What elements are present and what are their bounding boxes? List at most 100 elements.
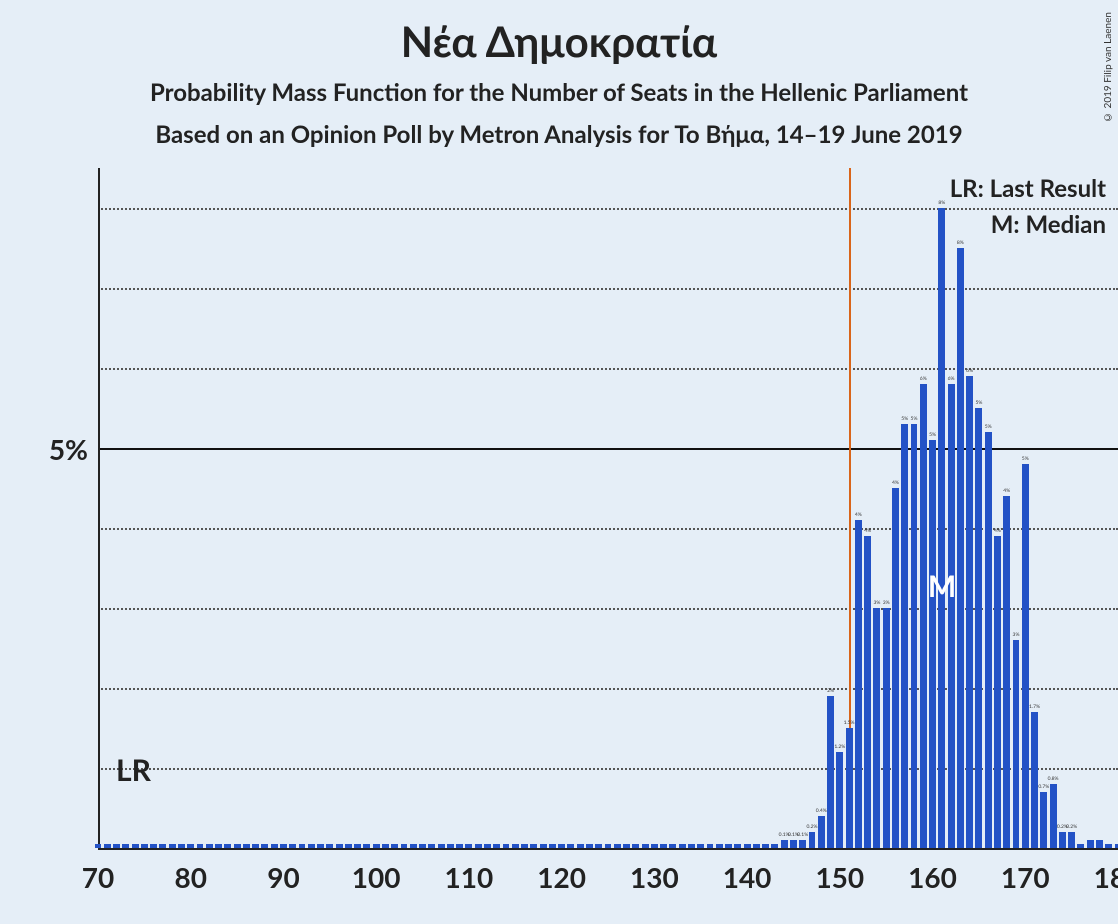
bar	[725, 844, 732, 848]
bar	[503, 844, 510, 848]
bar	[234, 844, 241, 848]
bar-value-label: 4%	[892, 480, 899, 486]
bar	[790, 840, 797, 848]
bar	[438, 844, 445, 848]
bar	[1050, 784, 1057, 848]
grid-line	[98, 288, 1118, 290]
bar	[558, 844, 565, 848]
bar	[651, 844, 658, 848]
copyright-text: © 2019 Filip van Laenen	[1102, 12, 1114, 123]
bar	[159, 844, 166, 848]
bar	[1105, 844, 1112, 848]
bar	[484, 844, 491, 848]
bar-value-label: 1.2%	[834, 744, 845, 750]
bar	[169, 844, 176, 848]
bar	[271, 844, 278, 848]
bar	[336, 844, 343, 848]
bar	[818, 816, 825, 848]
bar	[206, 844, 213, 848]
bar	[521, 844, 528, 848]
bar	[187, 844, 194, 848]
bar	[252, 844, 259, 848]
bar	[363, 844, 370, 848]
grid-line	[98, 208, 1118, 210]
plot-area: 0.1%0.1%0.1%0.2%0.4%2%1.2%1.5%4%4%3%3%4%…	[98, 168, 1118, 848]
x-tick-label: 150	[810, 860, 870, 894]
bar	[1059, 832, 1066, 848]
bar	[1096, 840, 1103, 848]
bar	[966, 376, 973, 848]
bar	[410, 844, 417, 848]
grid-line	[98, 688, 1118, 690]
bar	[178, 844, 185, 848]
bar	[540, 844, 547, 848]
bar-value-label: 4%	[994, 528, 1001, 534]
bar	[391, 844, 398, 848]
bar	[660, 844, 667, 848]
bar-value-label: 3%	[883, 600, 890, 606]
x-tick-label: 100	[346, 860, 406, 894]
bar	[122, 844, 129, 848]
bar	[382, 844, 389, 848]
x-tick-label: 80	[161, 860, 221, 894]
bar-value-label: 0.4%	[816, 808, 827, 814]
x-tick-label: 90	[253, 860, 313, 894]
bar	[623, 844, 630, 848]
bar	[1040, 792, 1047, 848]
bar	[975, 408, 982, 848]
bar	[215, 844, 222, 848]
bar-value-label: 0.1%	[797, 832, 808, 838]
bar	[345, 844, 352, 848]
bar	[428, 844, 435, 848]
bar	[883, 608, 890, 848]
bar	[836, 752, 843, 848]
bar	[401, 844, 408, 848]
bar-value-label: 8%	[938, 200, 945, 206]
bar-value-label: 6%	[920, 376, 927, 382]
bar-value-label: 5%	[911, 416, 918, 422]
bar	[938, 208, 945, 848]
bar	[929, 440, 936, 848]
bar	[104, 844, 111, 848]
bar	[827, 696, 834, 848]
median-label: M	[928, 568, 956, 604]
bar	[577, 844, 584, 848]
bar	[994, 536, 1001, 848]
legend-last-result: LR: Last Result	[950, 174, 1106, 203]
grid-line	[98, 608, 1118, 610]
bar	[762, 844, 769, 848]
bar	[920, 384, 927, 848]
bar	[567, 844, 574, 848]
bar	[1031, 712, 1038, 848]
bar	[326, 844, 333, 848]
bar	[614, 844, 621, 848]
bar-value-label: 1.5%	[844, 720, 855, 726]
bar-value-label: 5%	[985, 424, 992, 430]
bar	[1003, 496, 1010, 848]
bar	[530, 844, 537, 848]
bar	[1087, 840, 1094, 848]
bar-value-label: 5%	[1022, 456, 1029, 462]
bar-value-label: 6%	[948, 376, 955, 382]
bar	[1022, 464, 1029, 848]
bar	[354, 844, 361, 848]
bar-value-label: 2%	[827, 688, 834, 694]
bar	[697, 844, 704, 848]
chart-subtitle-2: Based on an Opinion Poll by Metron Analy…	[0, 120, 1118, 149]
bar	[864, 536, 871, 848]
bar-value-label: 4%	[864, 528, 871, 534]
bar	[809, 832, 816, 848]
chart-container: Νέα Δημοκρατία Probability Mass Function…	[0, 0, 1118, 924]
bar	[132, 844, 139, 848]
bar	[595, 844, 602, 848]
bar	[224, 844, 231, 848]
chart-title: Νέα Δημοκρατία	[0, 16, 1118, 66]
bar	[911, 424, 918, 848]
y-axis	[98, 168, 100, 848]
bar	[456, 844, 463, 848]
bar	[243, 844, 250, 848]
bar	[679, 844, 686, 848]
chart-subtitle-1: Probability Mass Function for the Number…	[0, 78, 1118, 107]
bar	[771, 844, 778, 848]
bar	[419, 844, 426, 848]
